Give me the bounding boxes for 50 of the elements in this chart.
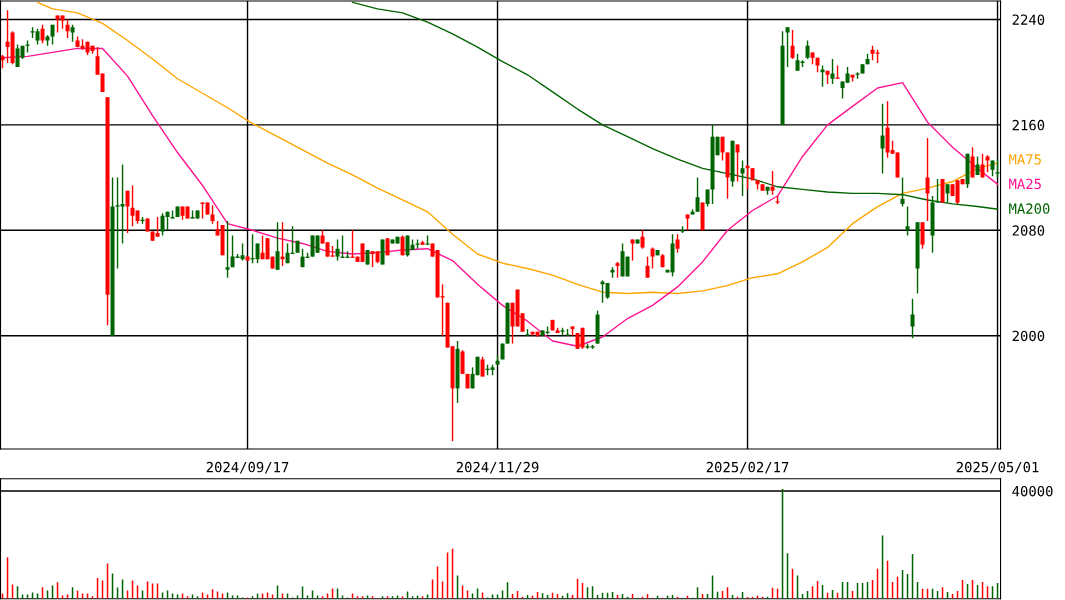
candlestick [255, 242, 260, 264]
candlestick [880, 103, 885, 175]
candlestick [830, 58, 835, 85]
candlestick [225, 220, 230, 279]
candlestick [925, 137, 930, 222]
y-tick-label: 2080 [1012, 225, 1045, 236]
series-label: MA200 [1009, 203, 1050, 214]
candlestick [920, 221, 925, 250]
x-tick-label: 2025/02/17 [706, 461, 789, 474]
candlestick [480, 356, 485, 378]
candlestick [645, 255, 650, 279]
y-tick-label: 2000 [1012, 330, 1045, 342]
x-tick-label: 2025/05/01 [956, 461, 1039, 474]
candlestick [65, 18, 70, 39]
candlestick [905, 205, 910, 237]
candlestick [360, 242, 365, 263]
candlestick [40, 24, 45, 44]
candlestick [335, 238, 340, 262]
candlestick [120, 163, 125, 245]
candlestick [650, 246, 655, 270]
series-label: MA25 [1009, 178, 1041, 190]
candlestick [790, 29, 795, 60]
candlestick [630, 238, 635, 262]
line-series [36, 1, 999, 295]
candlestick [675, 233, 680, 254]
candlestick [805, 39, 810, 60]
candlestick [995, 158, 1000, 179]
candlestick [970, 146, 975, 179]
y-tick-label: 40000 [1012, 485, 1053, 497]
candlestick [785, 26, 790, 68]
candlestick [735, 143, 740, 183]
candlestick [275, 221, 280, 271]
candlestick [975, 155, 980, 176]
candlestick [770, 170, 775, 196]
candlestick [910, 298, 915, 340]
candlestick [460, 349, 465, 375]
candlestick [640, 229, 645, 250]
candlestick [980, 153, 985, 179]
candlestick [935, 178, 940, 204]
y-tick-label: 2240 [1012, 14, 1045, 25]
y-tick-label: 2160 [1012, 119, 1045, 131]
candlestick [740, 159, 745, 197]
series-label: MA75 [1009, 154, 1041, 165]
candlestick [125, 190, 130, 234]
candlestick [695, 176, 700, 213]
x-tick-label: 2024/09/17 [206, 461, 289, 474]
x-tick-label: 2024/11/29 [456, 461, 539, 474]
candlestick [155, 216, 160, 238]
candlestick [210, 204, 215, 225]
candlestick [945, 183, 950, 204]
